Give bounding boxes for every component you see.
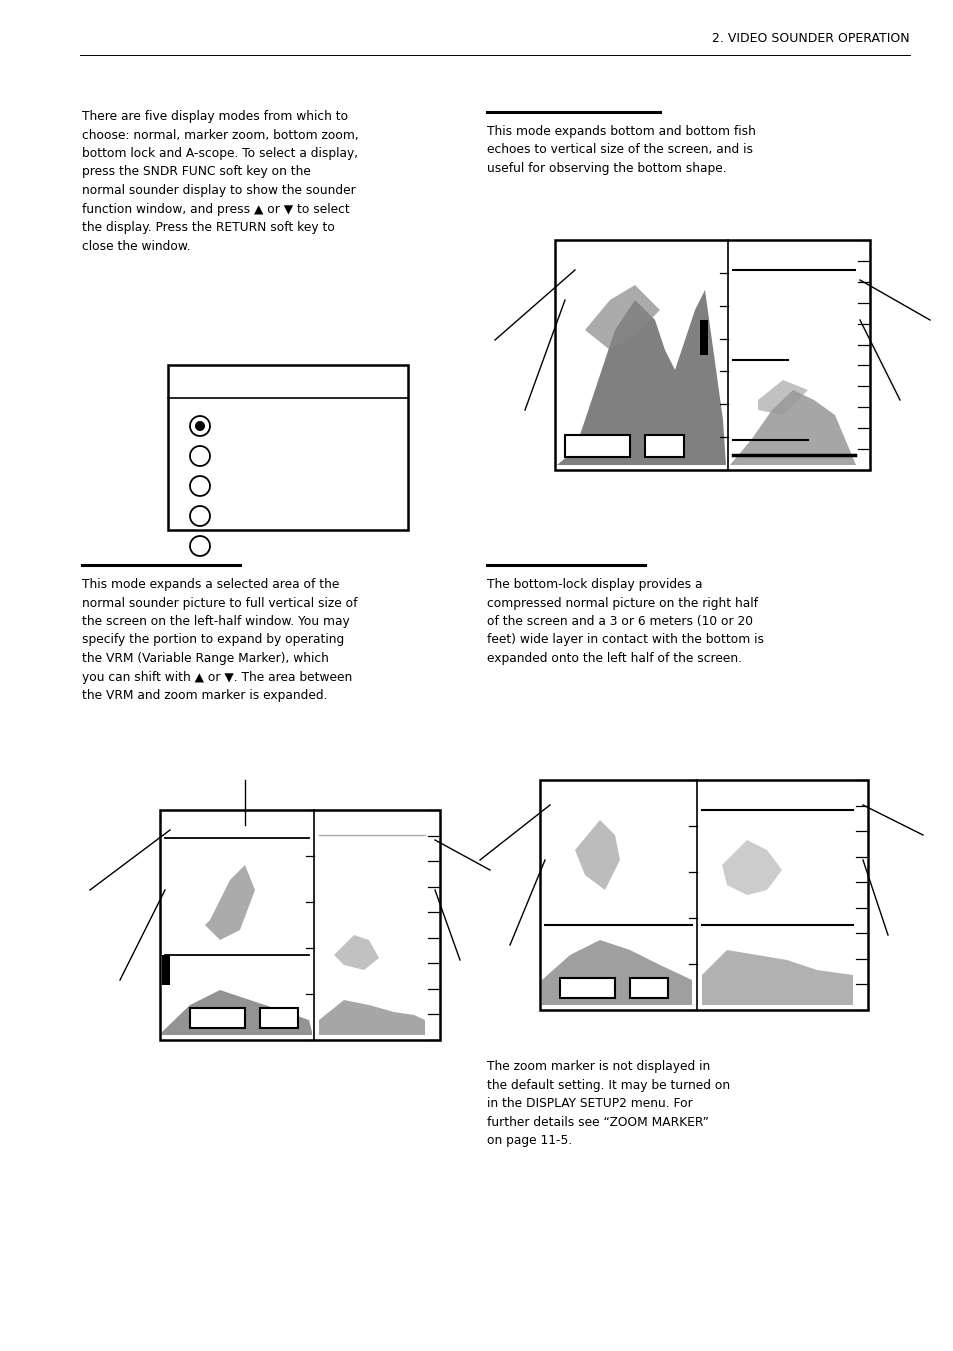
Polygon shape: [557, 290, 725, 465]
Polygon shape: [575, 820, 619, 890]
Polygon shape: [334, 935, 378, 970]
Text: There are five display modes from which to
choose: normal, marker zoom, bottom z: There are five display modes from which …: [82, 109, 358, 253]
Bar: [559, 978, 615, 998]
Polygon shape: [318, 1000, 424, 1035]
Bar: [162, 955, 170, 985]
Circle shape: [194, 422, 205, 431]
Circle shape: [190, 416, 210, 436]
Polygon shape: [721, 840, 781, 894]
Bar: [160, 811, 439, 1040]
Polygon shape: [205, 865, 254, 940]
Circle shape: [190, 446, 210, 466]
Polygon shape: [701, 950, 852, 1005]
Polygon shape: [162, 990, 312, 1035]
Circle shape: [190, 507, 210, 526]
Text: The bottom-lock display provides a
compressed normal picture on the right half
o: The bottom-lock display provides a compr…: [486, 578, 763, 665]
Bar: [168, 365, 408, 530]
Bar: [555, 240, 869, 470]
Bar: [564, 435, 629, 457]
Text: 2. VIDEO SOUNDER OPERATION: 2. VIDEO SOUNDER OPERATION: [712, 31, 909, 45]
Polygon shape: [584, 285, 659, 350]
Circle shape: [190, 536, 210, 557]
Circle shape: [190, 476, 210, 496]
Bar: [260, 1008, 297, 1028]
Text: The zoom marker is not displayed in
the default setting. It may be turned on
in : The zoom marker is not displayed in the …: [486, 1061, 729, 1147]
Text: This mode expands a selected area of the
normal sounder picture to full vertical: This mode expands a selected area of the…: [82, 578, 357, 703]
Bar: [644, 435, 683, 457]
Polygon shape: [541, 940, 691, 1005]
Polygon shape: [758, 380, 807, 415]
Bar: [700, 320, 707, 355]
Polygon shape: [729, 390, 855, 465]
Bar: [539, 780, 867, 1011]
Text: This mode expands bottom and bottom fish
echoes to vertical size of the screen, : This mode expands bottom and bottom fish…: [486, 126, 755, 176]
Bar: [629, 978, 667, 998]
Bar: [190, 1008, 245, 1028]
